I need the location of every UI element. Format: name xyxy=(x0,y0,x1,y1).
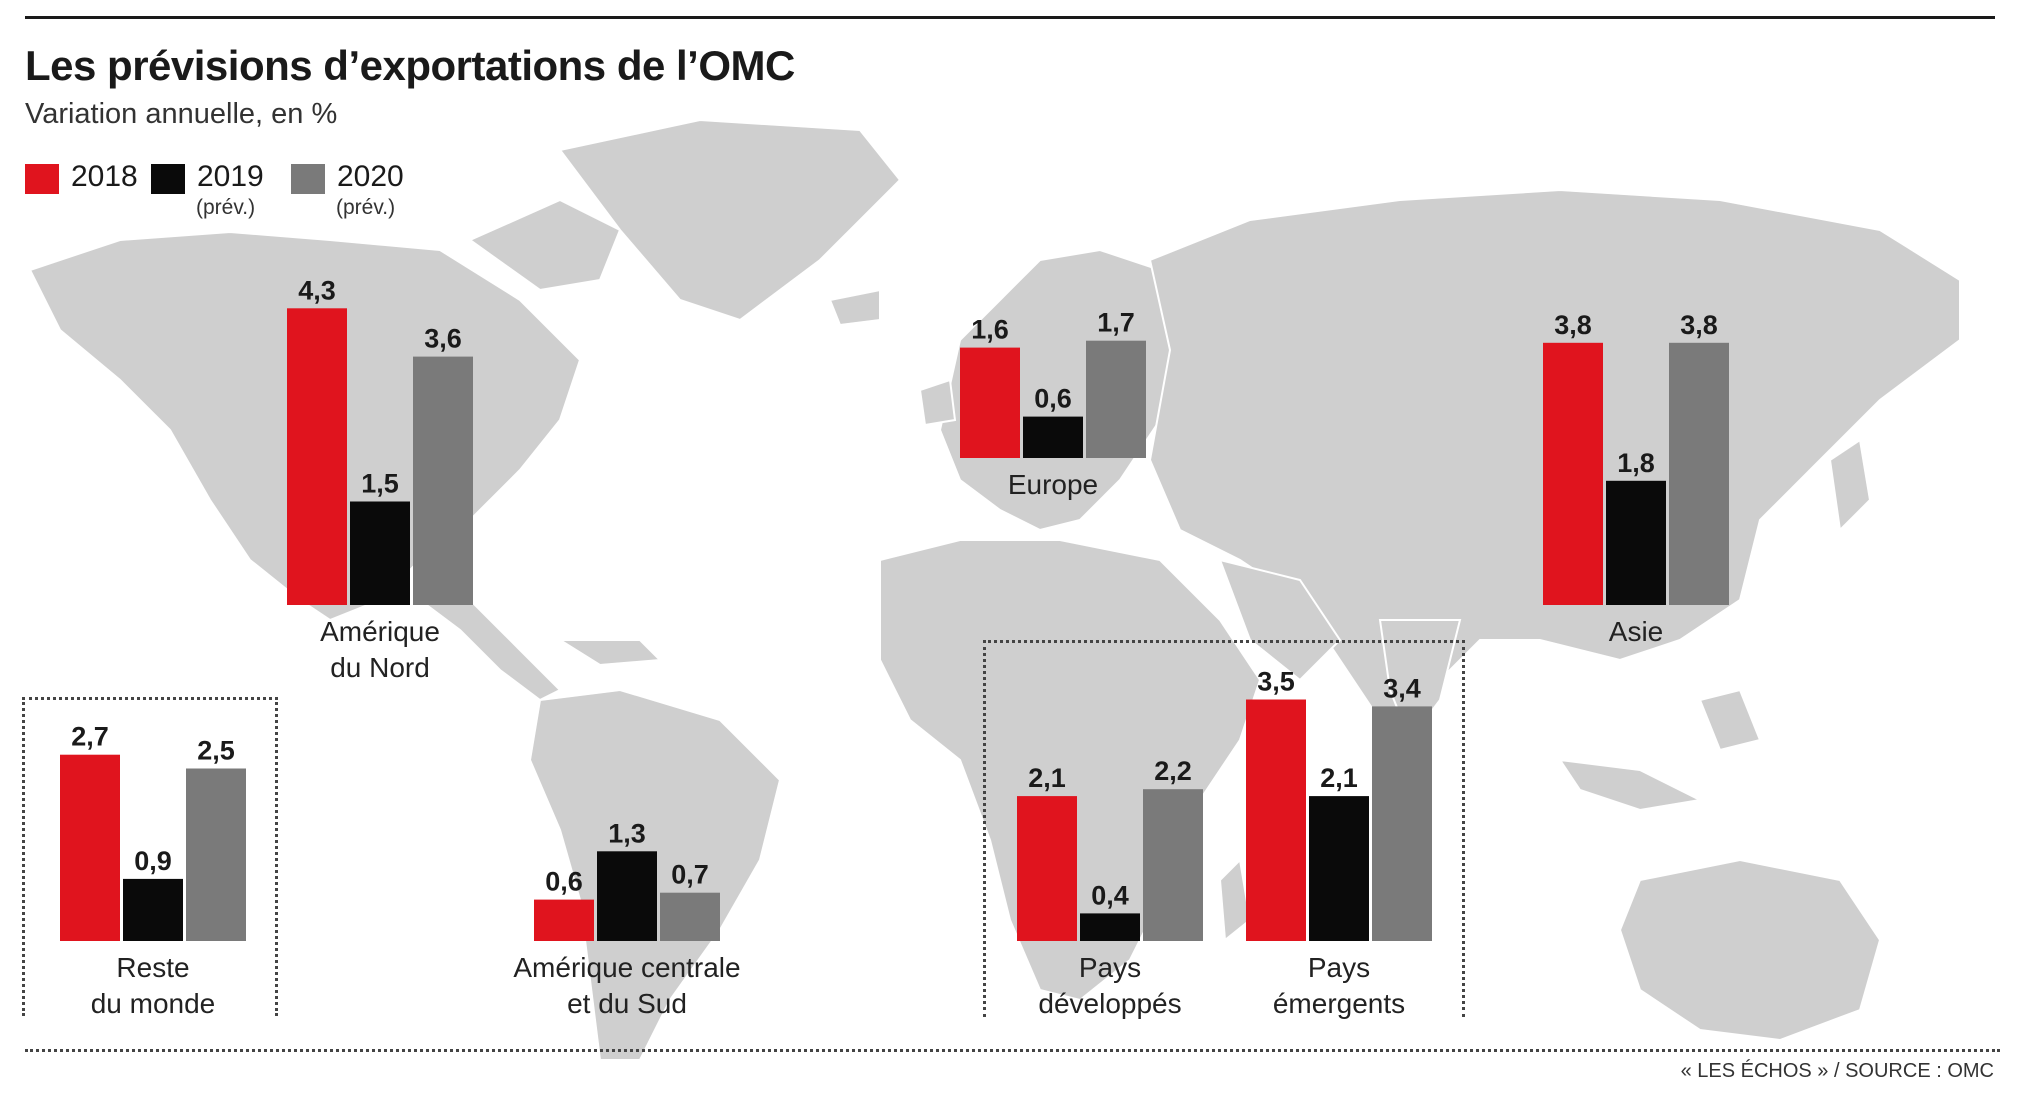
bar-europe-2018 xyxy=(960,347,1020,458)
bar-group-pays-emergents: 3,5 2,1 3,4 Pays émergents xyxy=(1246,667,1432,1019)
legend: 2018 2019 (prév.) 2020 (prév.) xyxy=(25,160,485,230)
bar-pays-developpes-2020-prev xyxy=(1143,789,1203,941)
data-label: 0,4 xyxy=(1091,880,1129,910)
data-label: 0,7 xyxy=(671,860,709,890)
data-label: 3,8 xyxy=(1554,310,1592,340)
developed-emerging-frame xyxy=(983,640,1465,1017)
bar-asie-2018 xyxy=(1543,342,1603,605)
group-label: du Nord xyxy=(330,652,430,683)
bar-pays-emergents-2020-prev xyxy=(1372,706,1432,941)
source-note: « LES ÉCHOS » / SOURCE : OMC xyxy=(1680,1060,1994,1082)
bar-amerique-centrale-et-du-sud-2019-prev xyxy=(597,851,657,941)
group-label: Asie xyxy=(1609,616,1663,647)
data-label: 1,5 xyxy=(361,469,399,499)
data-label: 3,5 xyxy=(1257,667,1295,697)
chart-subtitle: Variation annuelle, en % xyxy=(25,98,338,130)
bar-europe-2019-prev xyxy=(1023,416,1083,458)
data-label: 1,6 xyxy=(971,315,1009,345)
bar-group-amerique-centrale-et-du-sud: 0,6 1,3 0,7 Amérique centrale et du Sud xyxy=(513,818,740,1019)
group-label: Pays xyxy=(1308,952,1370,983)
legend-swatch-2019 xyxy=(151,164,185,194)
bar-pays-emergents-2019-prev xyxy=(1309,796,1369,941)
data-label: 2,5 xyxy=(197,736,235,766)
top-rule xyxy=(25,16,1995,19)
bar-pays-emergents-2018 xyxy=(1246,699,1306,941)
bar-europe-2020-prev xyxy=(1086,340,1146,458)
group-label: et du Sud xyxy=(567,988,687,1019)
bar-group-europe: 1,6 0,6 1,7 Europe xyxy=(960,308,1146,500)
bar-asie-2019-prev xyxy=(1606,480,1666,605)
legend-note: (prév.) xyxy=(196,196,256,219)
legend-label: 2018 xyxy=(71,160,138,193)
group-label: Pays xyxy=(1079,952,1141,983)
group-label: Reste xyxy=(116,952,189,983)
group-label: Amérique xyxy=(320,616,440,647)
data-label: 3,6 xyxy=(424,324,462,354)
bar-reste-du-monde-2020-prev xyxy=(186,768,246,941)
bar-pays-developpes-2019-prev xyxy=(1080,913,1140,941)
bar-group-pays-developpes: 2,1 0,4 2,2 Pays développés xyxy=(1017,756,1203,1019)
legend-note: (prév.) xyxy=(336,196,396,219)
bar-reste-du-monde-2018 xyxy=(60,754,120,941)
data-label: 2,7 xyxy=(71,722,109,752)
bar-amerique-centrale-et-du-sud-2020-prev xyxy=(660,892,720,941)
data-label: 0,6 xyxy=(1034,384,1072,414)
bar-amerique-du-nord-2020-prev xyxy=(413,356,473,605)
bar-group-asie: 3,8 1,8 3,8 Asie xyxy=(1543,310,1729,647)
reste-du-monde-frame xyxy=(22,697,278,1016)
bottom-rule xyxy=(25,1049,2000,1052)
legend-swatch-2020 xyxy=(291,164,325,194)
group-label: émergents xyxy=(1273,988,1405,1019)
bar-asie-2020-prev xyxy=(1669,342,1729,605)
data-label: 3,4 xyxy=(1383,673,1421,703)
legend-label: 2019 xyxy=(197,160,264,193)
chart-title: Les prévisions d’exportations de l’OMC xyxy=(25,42,795,89)
data-label: 1,3 xyxy=(608,818,646,848)
data-label: 1,8 xyxy=(1617,448,1655,478)
group-label: du monde xyxy=(91,988,216,1019)
bar-amerique-centrale-et-du-sud-2018 xyxy=(534,899,594,941)
data-label: 0,9 xyxy=(134,846,172,876)
group-label: Europe xyxy=(1008,469,1098,500)
legend-swatch-2018 xyxy=(25,164,59,194)
data-label: 2,1 xyxy=(1320,763,1358,793)
data-label: 0,6 xyxy=(545,867,583,897)
group-label: développés xyxy=(1038,988,1181,1019)
bar-group-amerique-du-nord: 4,3 1,5 3,6 Amérique du Nord xyxy=(287,275,473,683)
bar-pays-developpes-2018 xyxy=(1017,796,1077,941)
data-label: 2,1 xyxy=(1028,763,1066,793)
legend-label: 2020 xyxy=(337,160,404,193)
bar-reste-du-monde-2019-prev xyxy=(123,878,183,941)
data-label: 4,3 xyxy=(298,275,336,305)
data-label: 2,2 xyxy=(1154,756,1192,786)
bar-amerique-du-nord-2018 xyxy=(287,308,347,605)
data-label: 1,7 xyxy=(1097,308,1135,338)
group-label: Amérique centrale xyxy=(513,952,740,983)
bar-group-reste-du-monde: 2,7 0,9 2,5 Reste du monde xyxy=(60,722,246,1019)
data-label: 3,8 xyxy=(1680,310,1718,340)
bar-amerique-du-nord-2019-prev xyxy=(350,501,410,605)
